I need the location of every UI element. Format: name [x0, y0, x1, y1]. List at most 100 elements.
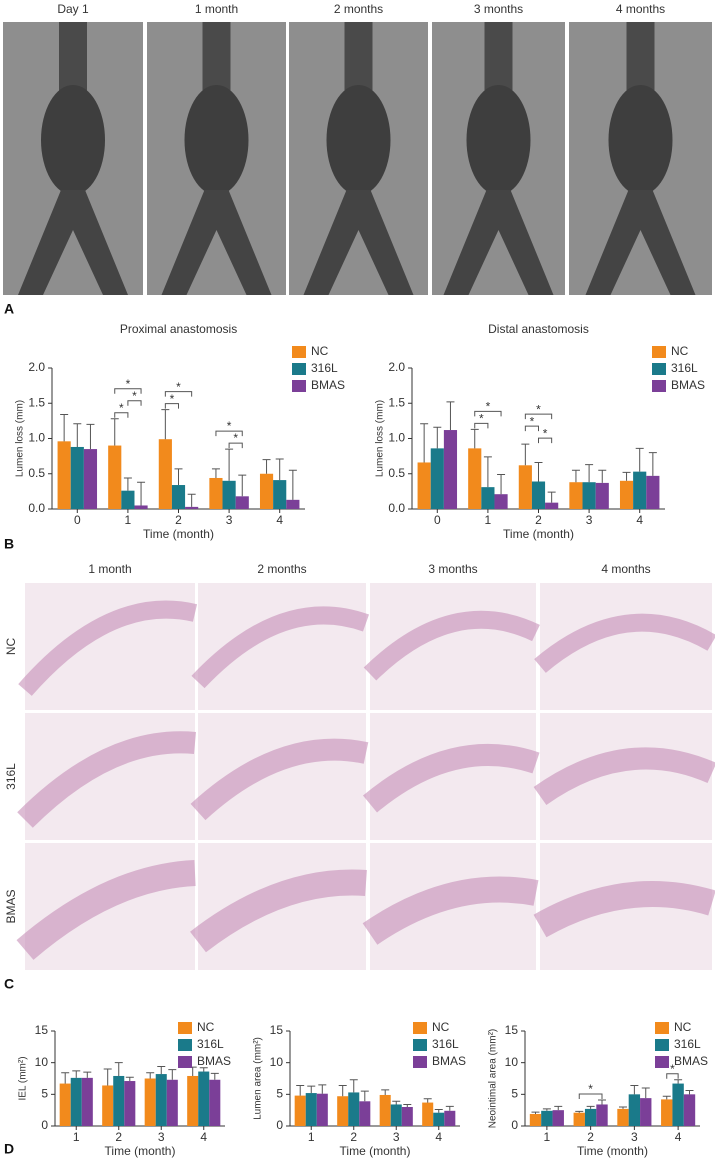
error-bar [103, 1068, 112, 1086]
error-bar [296, 1084, 305, 1096]
column-label: 4 months [601, 562, 650, 576]
tissue [534, 613, 715, 673]
vessel [18, 190, 128, 295]
bar [185, 506, 199, 509]
error-bar [381, 1089, 390, 1095]
y-tick-label: 15 [270, 1023, 284, 1037]
bar [144, 1078, 156, 1126]
error-bar [125, 1076, 134, 1082]
error-bar [420, 423, 429, 463]
bar [209, 477, 223, 509]
legend-label: BMAS [197, 1054, 231, 1068]
error-bar [187, 493, 196, 507]
x-tick-label: 1 [125, 513, 132, 527]
y-tick-label: 0.5 [388, 466, 405, 480]
error-bar [146, 1072, 155, 1079]
x-tick-label: 1 [308, 1130, 315, 1144]
bar [596, 1104, 608, 1126]
y-tick-label: 1.5 [28, 395, 45, 409]
error-bar [137, 481, 146, 506]
significance-bracket [474, 422, 489, 429]
error-bar [554, 1105, 563, 1111]
y-tick-label: 10 [270, 1055, 284, 1069]
y-tick-label: 10 [505, 1055, 519, 1069]
error-bar [433, 426, 442, 449]
error-bar [483, 456, 492, 488]
bar [619, 480, 634, 509]
legend-label: 316L [432, 1037, 459, 1051]
y-tick-label: 0 [511, 1118, 518, 1132]
bar [259, 473, 274, 509]
x-tick-label: 3 [226, 513, 233, 527]
bar [573, 1112, 585, 1126]
error-bar [622, 471, 631, 481]
column-label: Day 1 [57, 2, 89, 16]
column-label: 2 months [257, 562, 306, 576]
significance-bracket [524, 425, 539, 432]
error-bar [497, 473, 506, 495]
y-tick-label: 5 [41, 1087, 48, 1101]
significance-label: * [227, 419, 232, 433]
row-label: 316L [4, 763, 18, 790]
x-axis-label: Time (month) [105, 1144, 176, 1158]
tissue [363, 610, 540, 681]
significance-label: * [588, 1082, 593, 1096]
error-bar [571, 469, 580, 483]
row-label: NC [4, 638, 18, 656]
bar [273, 480, 287, 509]
significance-label: * [176, 380, 181, 394]
y-tick-label: 15 [505, 1023, 519, 1037]
significance-label: * [126, 377, 131, 391]
y-axis-label: Neointimal area (mm²) [488, 1029, 499, 1128]
error-bar [318, 1084, 327, 1094]
error-bar [225, 448, 234, 481]
bar [81, 1077, 93, 1126]
x-tick-label: 0 [74, 513, 81, 527]
legend-label: 316L [674, 1037, 701, 1051]
column-label: 4 months [616, 2, 665, 16]
bar [584, 1108, 597, 1126]
x-axis-label: Time (month) [143, 527, 214, 541]
column-label: 1 month [195, 2, 238, 16]
error-bar [262, 459, 271, 474]
x-tick-label: 3 [631, 1130, 638, 1144]
x-tick-label: 3 [393, 1130, 400, 1144]
bar [433, 1112, 445, 1126]
bar [468, 448, 482, 509]
x-tick-label: 2 [115, 1130, 122, 1144]
bar [294, 1095, 306, 1126]
y-tick-label: 1.5 [388, 395, 405, 409]
y-tick-label: 0.0 [28, 501, 45, 515]
error-bar [662, 1095, 671, 1100]
vessel [466, 85, 531, 195]
tissue [190, 869, 367, 953]
legend-swatch [292, 363, 306, 375]
x-tick-label: 3 [158, 1130, 165, 1144]
vessel [184, 85, 249, 195]
legend-swatch [652, 346, 666, 358]
vessel [326, 85, 391, 195]
significance-bracket [524, 413, 553, 420]
vessel [608, 85, 673, 195]
legend-swatch [292, 346, 306, 358]
bar [124, 1081, 136, 1126]
bar [59, 1083, 71, 1126]
x-tick-label: 2 [350, 1130, 357, 1144]
bar [430, 448, 444, 509]
x-tick-label: 4 [200, 1130, 207, 1144]
error-bar [641, 1087, 650, 1099]
bar [348, 1092, 360, 1126]
bar [70, 1077, 82, 1126]
bar [628, 1094, 641, 1126]
significance-label: * [486, 400, 491, 414]
column-label: 3 months [474, 2, 523, 16]
legend-label: NC [197, 1020, 215, 1034]
tissue [18, 600, 198, 696]
error-bar [630, 1084, 639, 1095]
panel-letter: B [4, 536, 14, 552]
error-bar [674, 1079, 683, 1084]
x-tick-label: 1 [73, 1130, 80, 1144]
bar [379, 1094, 391, 1126]
y-tick-label: 15 [35, 1023, 49, 1037]
y-axis-label: Lumen loss (mm) [15, 400, 26, 477]
